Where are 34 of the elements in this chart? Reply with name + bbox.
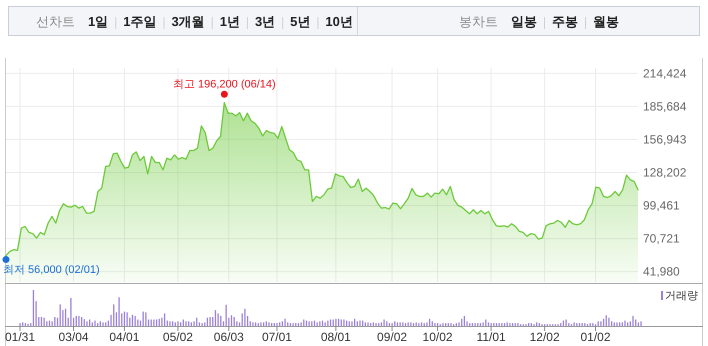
x-tick-label: 11/01 (476, 330, 506, 344)
x-tick-label: 09/02 (377, 330, 408, 344)
x-tick-label: 12/02 (530, 330, 560, 344)
y-tick-label: 70,721 (643, 232, 680, 246)
category-label: 3년 (254, 14, 276, 29)
y-tick-label: 128,202 (643, 165, 687, 180)
annotation: 최고 196,200 (06/14) (172, 78, 276, 90)
category-label: 5년 (290, 14, 310, 29)
category-label: 10년 (325, 14, 353, 29)
category-label: 주봉 (552, 14, 578, 29)
category-label: 1일 (88, 14, 108, 29)
category-label: 일봉 (511, 14, 537, 29)
y-tick-label: 99,461 (643, 198, 680, 213)
x-tick-label: 01/02 (580, 330, 611, 344)
text: 선차트 (36, 14, 75, 29)
x-tick-label: 05/02 (162, 330, 194, 344)
legend-label: 거래량 (665, 290, 698, 302)
x-tick-label: 03/04 (58, 330, 89, 344)
x-tick-label: 10/02 (422, 330, 453, 344)
y-tick-label: 185,684 (643, 99, 687, 114)
category-label: 1주일 (123, 14, 156, 29)
x-tick-label: 08/01 (320, 330, 352, 344)
y-tick-label: 41,980 (643, 264, 680, 279)
annotation: 최저 56,000 (02/01) (3, 264, 100, 276)
x-tick-label: 06/03 (214, 330, 244, 344)
y-tick-label: 156,943 (643, 132, 687, 146)
text: 봉차트 (459, 14, 498, 29)
category-label: 3개월 (171, 14, 205, 29)
category-label: 월봉 (593, 14, 619, 29)
x-tick-label: 04/01 (109, 330, 140, 344)
x-tick-label: 07/01 (262, 330, 292, 344)
x-tick-label: 01/31 (4, 330, 36, 344)
category-label: 1년 (220, 14, 240, 29)
y-tick-label: 214,424 (643, 66, 687, 80)
